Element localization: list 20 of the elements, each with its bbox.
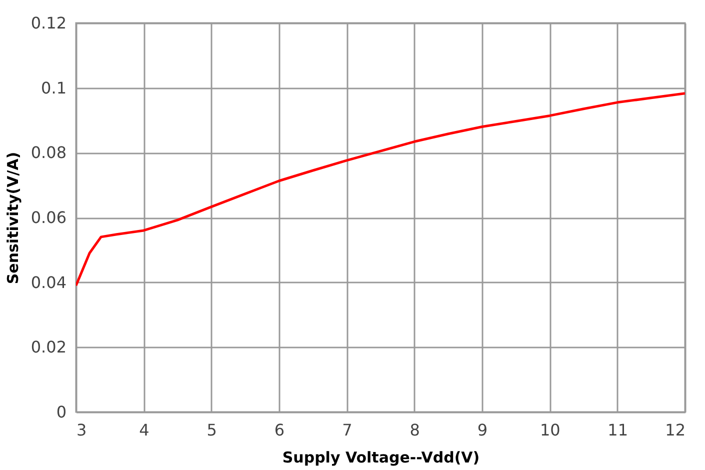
x-tick-label: 5 [206, 420, 217, 440]
line-series [76, 92, 685, 287]
y-axis-title: Sensitivity(V/A) [4, 152, 22, 284]
y-tick-label: 0.02 [30, 338, 66, 357]
x-tick-label: 10 [540, 420, 560, 440]
y-tick-label: 0 [56, 402, 66, 422]
x-tick-label: 4 [139, 420, 150, 440]
x-tick-label: 12 [665, 420, 686, 440]
x-axis-title: Supply Voltage--Vdd(V) [282, 448, 480, 466]
x-tick-label: 6 [274, 420, 285, 440]
x-tick-label: 3 [76, 420, 87, 440]
y-tick-label: 0.04 [30, 272, 66, 292]
y-tick-label: 0.08 [30, 143, 66, 162]
y-tick-label: 0.12 [30, 14, 66, 32]
y-tick-label: 0.06 [30, 208, 66, 227]
x-tick-label: 11 [608, 420, 628, 440]
y-tick-label: 0.1 [41, 78, 66, 98]
x-tick-label: 7 [342, 420, 352, 440]
x-tick-label: 9 [477, 420, 488, 440]
x-tick-label: 8 [410, 420, 420, 440]
